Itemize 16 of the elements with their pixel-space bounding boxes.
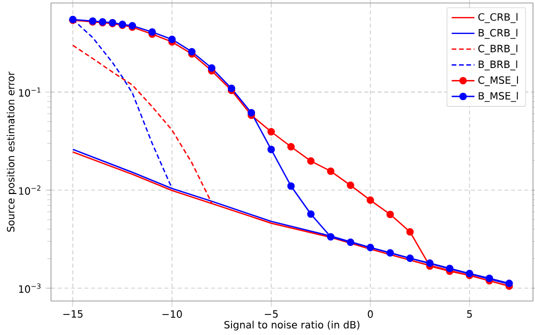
x-axis-title: Signal to noise ratio (in dB) xyxy=(224,320,360,330)
legend-label: C_MSE_l xyxy=(478,76,518,86)
y-tick-label: 10$^{−1}$ xyxy=(19,87,40,97)
y-tick-label: 10$^{−2}$ xyxy=(19,185,40,195)
legend-label: B_MSE_l xyxy=(478,92,518,102)
x-tick-label: −15 xyxy=(63,310,82,318)
legend-label: C_CRB_l xyxy=(478,13,518,24)
y-axis-title: Source position estimation error xyxy=(6,72,16,232)
x-tick-label: 0 xyxy=(368,310,373,318)
x-tick-label: −5 xyxy=(264,310,278,318)
x-tick-label: 5 xyxy=(467,310,472,318)
legend-label: B_CRB_l xyxy=(478,28,518,39)
y-tick-label: 10$^{−3}$ xyxy=(19,283,40,293)
legend-label: C_BRB_l xyxy=(478,44,518,55)
legend-label: B_BRB_l xyxy=(478,60,518,70)
x-tick-label: −10 xyxy=(162,310,182,318)
